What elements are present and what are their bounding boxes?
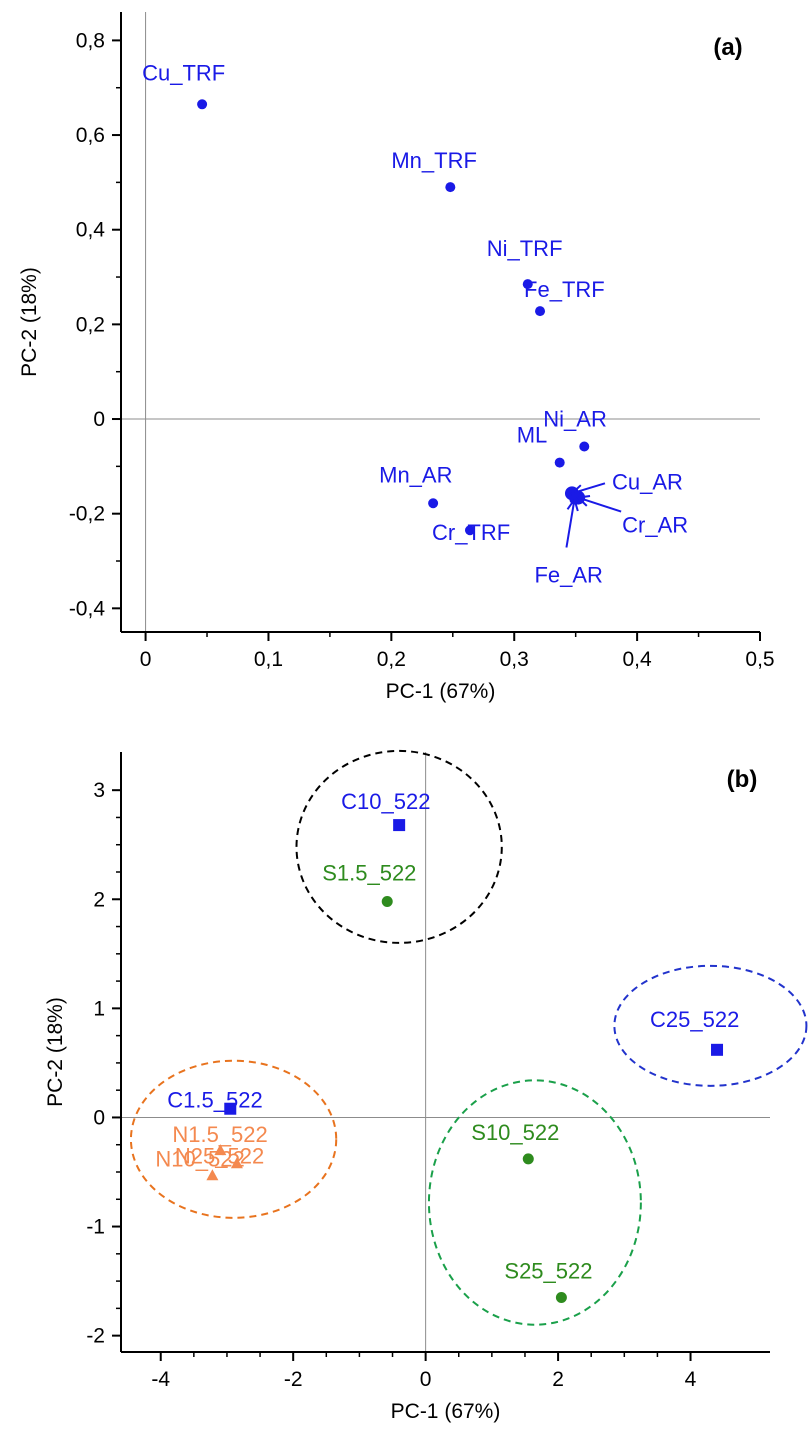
score-point-n10-522 (206, 1169, 219, 1181)
score-label-n10-522: N10_522 (155, 1146, 244, 1171)
leader-arrow-line (571, 482, 606, 495)
x-axis-title: PC-1 (67%) (386, 680, 496, 703)
loading-label-mn-ar: Mn_AR (379, 462, 452, 487)
y-tick-label: -2 (86, 1325, 105, 1348)
score-label-s1-5-522: S1.5_522 (322, 860, 416, 885)
cluster-ellipse-3 (129, 1059, 338, 1219)
panel-label: (b) (727, 766, 758, 793)
y-tick-label: 0 (93, 408, 105, 431)
score-label-s25-522: S25_522 (504, 1258, 592, 1283)
x-tick-label: -4 (151, 1368, 170, 1391)
panel-a-loadings-plot: 0 0,1 0,2 0,3 0,4 0,5 -0,4 -0,2 0 0,2 0,4 0,6 0,8 PC-… (18, 12, 775, 703)
y-tick-label: 0,4 (76, 219, 106, 242)
y-tick-label: 3 (93, 779, 105, 802)
loading-point-fe-trf (535, 306, 546, 317)
y-tick-label: 0,6 (76, 124, 105, 147)
cluster-ellipse-1 (295, 749, 503, 944)
score-point-n25-522 (230, 1157, 243, 1169)
x-tick-label: -2 (284, 1368, 303, 1391)
loading-label-fe-ar: Fe_AR (534, 562, 602, 587)
y-tick-label: -0,2 (69, 503, 105, 526)
panel-label: (a) (713, 34, 742, 61)
score-label-n25-522: N25_522 (175, 1143, 264, 1168)
panel-b-scores-plot: -4 -2 0 2 4 -2 -1 0 1 2 3 PC-1 (67%) PC-2 (18%) (b) C1… (44, 749, 808, 1423)
y-tick-label: -0,4 (69, 597, 106, 620)
y-tick-label: 0,8 (76, 29, 105, 52)
x-tick-label: 0,1 (254, 648, 283, 671)
loading-point-cu-trf (197, 99, 208, 110)
leader-arrow-head (566, 497, 579, 512)
y-tick-label: 0,2 (76, 313, 105, 336)
score-point-n1-5-522 (214, 1144, 227, 1156)
score-point-c1-5-522 (224, 1102, 237, 1115)
x-tick-label: 2 (552, 1368, 564, 1391)
loading-label-cu-trf: Cu_TRF (142, 60, 225, 85)
loading-label-fe-trf: Fe_TRF (524, 277, 605, 302)
score-point-c25-522 (711, 1043, 724, 1056)
loading-point-mn-trf (445, 182, 456, 193)
score-label-c1-5-522: C1.5_522 (167, 1088, 262, 1113)
loading-label-cr-ar: Cr_AR (622, 513, 688, 538)
loading-point-ml (554, 457, 565, 468)
y-tick-label: 0 (93, 1106, 105, 1129)
leader-arrow-head (575, 494, 591, 507)
loading-label-cr-trf: Cr_TRF (432, 520, 510, 545)
score-label-n1-5-522: N1.5_522 (172, 1122, 267, 1147)
loading-point-ni-ar (579, 441, 590, 452)
y-axis-title: PC-2 (18%) (44, 997, 67, 1107)
loading-label-mn-trf: Mn_TRF (391, 148, 477, 173)
x-tick-label: 0,4 (623, 648, 653, 671)
score-point-s10-522 (522, 1153, 534, 1165)
leader-arrow-head (569, 484, 584, 497)
x-tick-label: 0,3 (500, 648, 529, 671)
x-tick-label: 0 (420, 1368, 432, 1391)
y-axis-title: PC-2 (18%) (18, 267, 41, 377)
loading-label-ni-ar: Ni_AR (543, 406, 607, 431)
score-point-s25-522 (555, 1291, 567, 1303)
loading-label-ni-trf: Ni_TRF (487, 236, 563, 261)
loading-point-ni-trf (522, 279, 533, 290)
loading-label-cu-ar: Cu_AR (612, 469, 683, 494)
x-axis-title: PC-1 (67%) (391, 1400, 501, 1423)
y-tick-label: 1 (93, 997, 105, 1020)
score-label-c25-522: C25_522 (650, 1007, 739, 1032)
y-tick-label: -1 (86, 1216, 105, 1239)
x-tick-label: 0,5 (745, 648, 774, 671)
loading-label-ml: ML (517, 423, 548, 448)
leader-arrow-line (565, 499, 576, 548)
x-tick-label: 0,2 (377, 648, 406, 671)
score-label-s10-522: S10_522 (471, 1120, 559, 1145)
cluster-ellipse-4 (427, 1079, 642, 1326)
x-tick-label: 0 (140, 648, 152, 671)
score-point-s1-5-522 (381, 895, 393, 907)
cluster-ellipse-2 (613, 964, 808, 1087)
x-tick-label: 4 (685, 1368, 697, 1391)
leader-arrow-line (577, 496, 622, 513)
y-tick-label: 2 (93, 888, 105, 911)
loading-point-mn-ar (428, 498, 439, 509)
score-point-c10-522 (393, 819, 406, 832)
score-label-c10-522: C10_522 (341, 789, 430, 814)
loading-point-cr-trf (464, 525, 475, 536)
